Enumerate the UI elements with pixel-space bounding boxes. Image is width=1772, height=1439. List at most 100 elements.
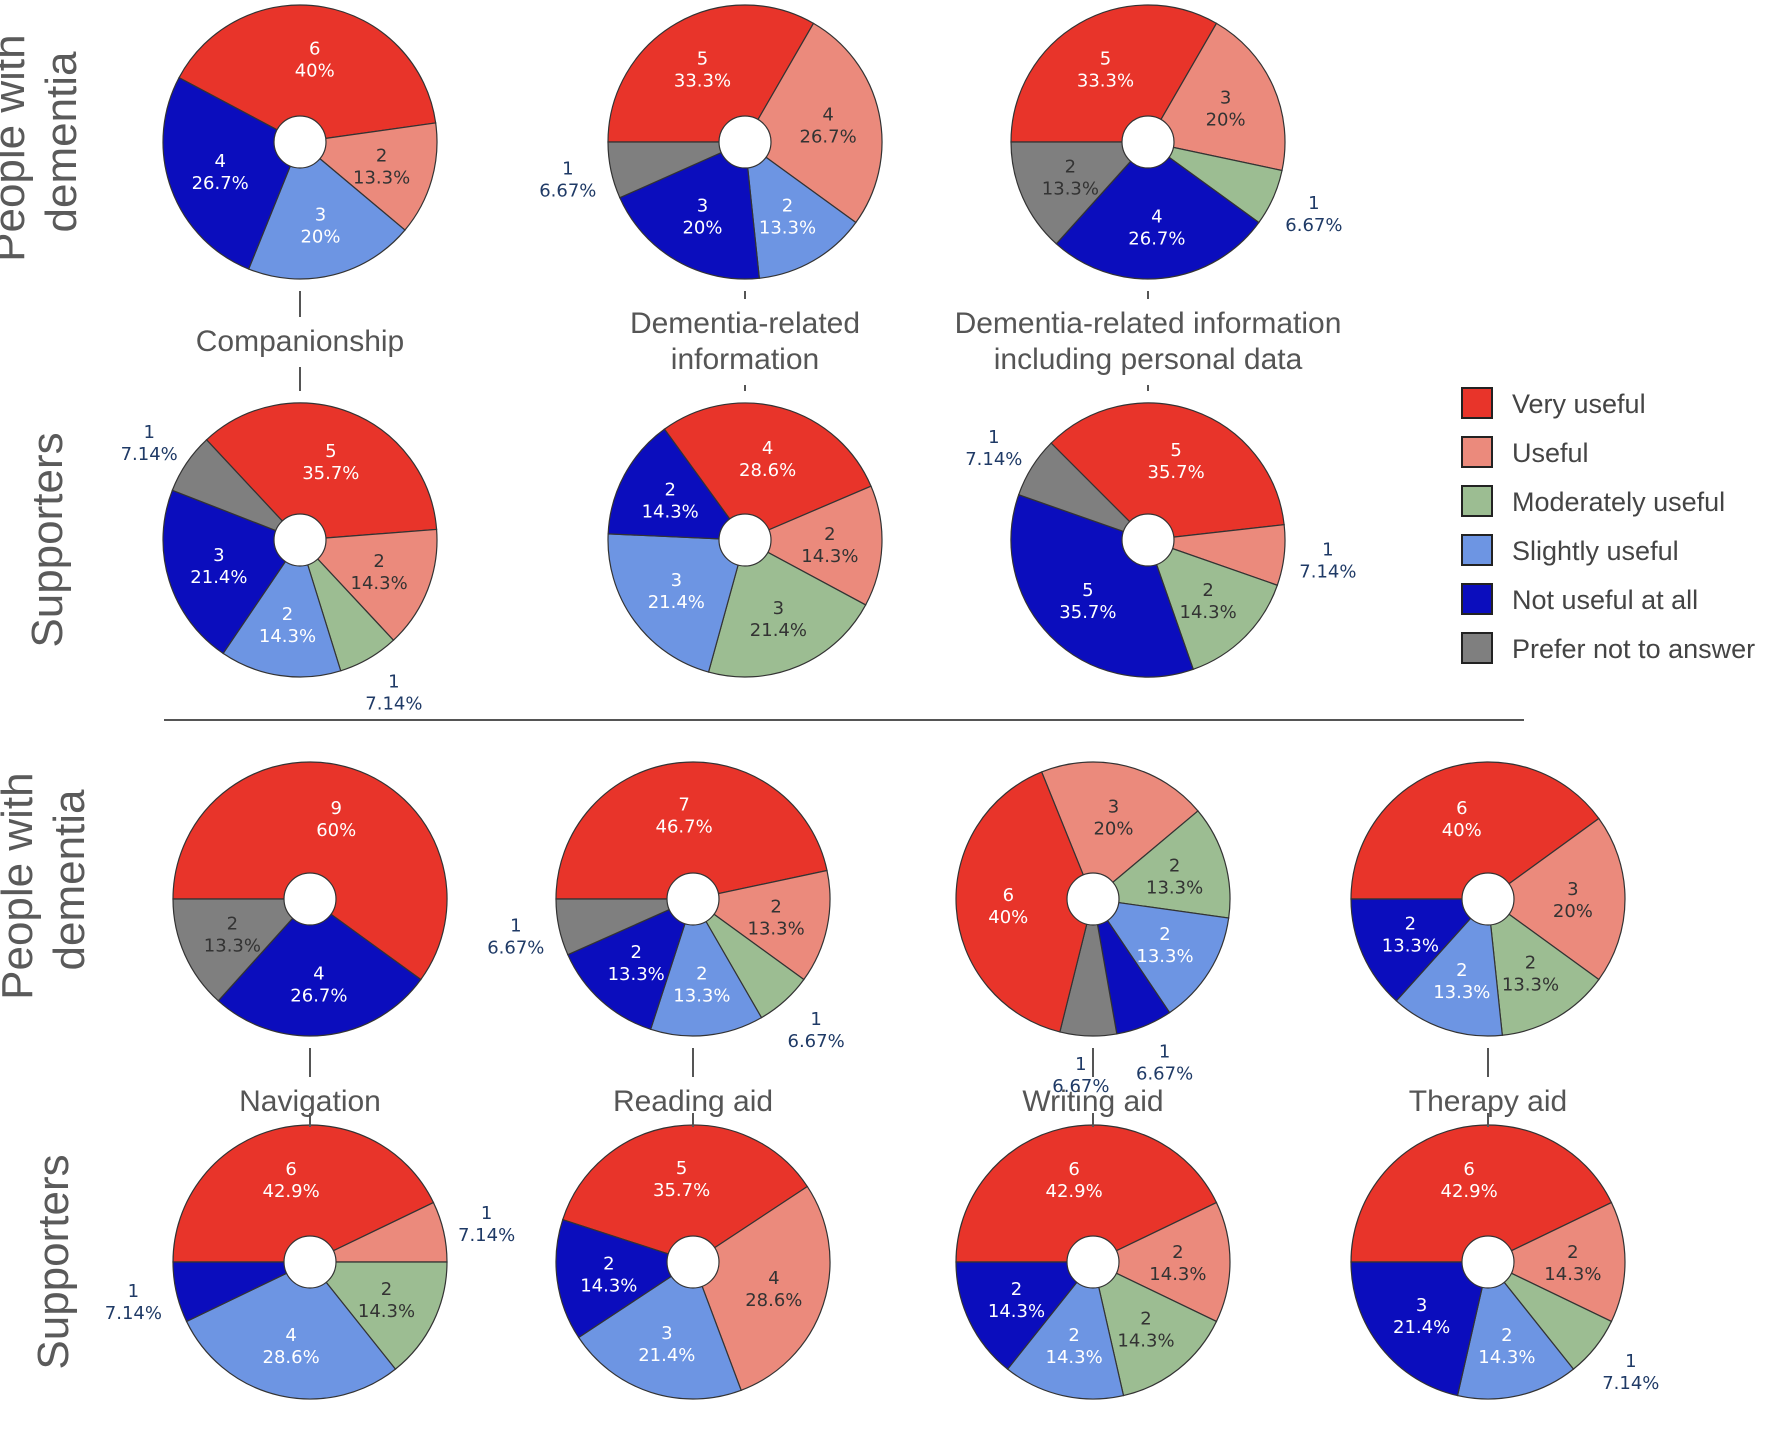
pie-slice-moderate	[1092, 1260, 1218, 1397]
slice-percent: 40%	[295, 60, 335, 81]
slice-percent: 14.3%	[1544, 1264, 1601, 1285]
pie-slice-label: 5 35.7%	[302, 441, 359, 484]
pie-slice-not	[555, 1218, 695, 1339]
slice-percent: 20%	[1206, 110, 1246, 131]
slice-count: 1	[481, 1203, 492, 1224]
pie-slice-label: 2 14.3%	[580, 1253, 637, 1296]
slice-count: 1	[988, 427, 999, 448]
slice-count: 4	[822, 104, 833, 125]
legend-label-very: Very useful	[1512, 389, 1646, 419]
legend-label-moderate: Moderately useful	[1512, 487, 1725, 517]
pie-slice-label: 4 28.6%	[745, 1268, 802, 1311]
pie-slice-label: 2 13.3%	[1382, 914, 1439, 957]
slice-percent: 26.7%	[800, 126, 857, 147]
pie-slice-slight	[607, 533, 746, 673]
legend-swatch-prefer	[1461, 632, 1493, 664]
pie-slice-useful	[691, 869, 831, 981]
pie-center-hole	[283, 872, 337, 926]
slice-percent: 13.3%	[1382, 936, 1439, 957]
pie-slice-useful	[1147, 22, 1286, 172]
pie-slice-label: 5 35.7%	[1059, 580, 1116, 623]
legend-swatch-useful	[1461, 436, 1493, 468]
row-label-line: dementia	[37, 51, 86, 233]
slice-count: 2	[1068, 1325, 1079, 1346]
slice-percent: 42.9%	[263, 1181, 320, 1202]
slice-count: 5	[697, 48, 708, 69]
pie-slice-label: 2 14.3%	[351, 551, 408, 594]
pie-11: 6 42.9%2 14.3%2 14.3%2 14.3%2 14.3%	[955, 1124, 1231, 1400]
pie-center-hole	[1461, 1235, 1515, 1289]
pie-3: 4 28.6%2 14.3%3 21.4%3 21.4%2 14.3%	[607, 402, 883, 678]
pie-slice-very	[955, 1124, 1218, 1263]
row-label-line: People with	[0, 34, 34, 261]
slice-count: 2	[1405, 914, 1416, 935]
pie-4: 5 33.3% 3 20% 1 6.67% 4 26.7% 2 13.3%	[1010, 4, 1342, 280]
pie-slice-label: 6 42.9%	[1441, 1159, 1498, 1202]
slice-count: 2	[282, 604, 293, 625]
pie-slice-label: 1 6.67%	[788, 1009, 845, 1052]
slice-percent: 35.7%	[653, 1180, 710, 1201]
slice-count: 1	[1075, 1054, 1086, 1075]
pie-slice-not	[955, 1261, 1095, 1370]
category-title-line: Writing aid	[1022, 1085, 1163, 1118]
pie-0: 6 40% 2 13.3% 3 20% 4 26.7%	[162, 4, 438, 280]
legend-swatch-slight	[1461, 534, 1493, 566]
slice-percent: 13.3%	[673, 986, 730, 1007]
pie-slice-prefer	[171, 438, 301, 541]
pie-slice-label: 1 7.14%	[365, 671, 422, 714]
category-title: Therapy aid	[1409, 1085, 1567, 1118]
pie-slice-slight	[247, 141, 406, 280]
pie-slice-label: 2 13.3%	[1136, 924, 1193, 967]
pie-slice-very	[1050, 402, 1285, 541]
pie-slice-label: 1 7.14%	[965, 427, 1022, 470]
pie-1: 5 35.7%2 14.3%1 7.14%2 14.3%3 21.4%1 7.14%	[121, 402, 438, 714]
slice-percent: 7.14%	[365, 693, 422, 714]
pie-slice-label: 6 42.9%	[263, 1159, 320, 1202]
category-title-line: information	[671, 343, 819, 376]
slice-count: 3	[1108, 797, 1119, 818]
slice-count: 5	[1100, 48, 1111, 69]
pie-slice-useful	[298, 122, 438, 231]
slice-percent: 26.7%	[192, 173, 249, 194]
pie-slice-label: 1 7.14%	[1602, 1351, 1659, 1394]
slice-percent: 13.3%	[608, 964, 665, 985]
category-title: Dementia-related information	[630, 307, 860, 376]
legend-label-useful: Useful	[1512, 438, 1589, 468]
pie-slice-label: 2 13.3%	[1502, 953, 1559, 996]
pie-slice-not	[607, 428, 747, 541]
pie-slice-slight	[744, 140, 857, 279]
slice-count: 9	[330, 798, 341, 819]
pie-center-hole	[666, 1235, 720, 1289]
slice-percent: 14.3%	[1117, 1330, 1174, 1351]
slice-percent: 26.7%	[290, 986, 347, 1007]
slice-percent: 6.67%	[1285, 215, 1342, 236]
slice-percent: 7.14%	[1602, 1373, 1659, 1394]
slice-percent: 14.3%	[801, 546, 858, 567]
pie-slice-useful	[1040, 761, 1199, 900]
pie-slice-label: 3 20%	[682, 196, 722, 239]
pie-slice-label: 4 28.6%	[739, 438, 796, 481]
slice-count: 1	[388, 671, 399, 692]
slice-percent: 21.4%	[750, 620, 807, 641]
pie-slice-very	[561, 1124, 809, 1263]
category-title-line: Navigation	[239, 1085, 381, 1118]
category-title-line: Dementia-related information	[955, 307, 1342, 340]
legend-label-slight: Slightly useful	[1512, 536, 1679, 566]
slice-count: 2	[1169, 856, 1180, 877]
slice-count: 6	[1068, 1159, 1079, 1180]
pie-slice-useful	[1486, 817, 1626, 981]
slice-count: 2	[1140, 1308, 1151, 1329]
pie-slice-label: 3 21.4%	[648, 570, 705, 613]
slice-percent: 14.3%	[351, 573, 408, 594]
pie-slice-not	[217, 898, 422, 1037]
pie-2: 5 33.3% 4 26.7% 2 13.3% 3 20% 1 6.67%	[539, 4, 883, 280]
pie-slice-prefer	[555, 898, 694, 956]
slice-percent: 21.4%	[1393, 1317, 1450, 1338]
pie-slice-label: 3 21.4%	[190, 545, 247, 588]
slice-count: 6	[285, 1159, 296, 1180]
slice-count: 1	[1322, 540, 1333, 561]
pie-slice-useful	[692, 1185, 831, 1392]
pie-slice-very	[607, 4, 815, 143]
pie-slice-useful	[298, 528, 438, 642]
slice-percent: 7.14%	[458, 1225, 515, 1246]
